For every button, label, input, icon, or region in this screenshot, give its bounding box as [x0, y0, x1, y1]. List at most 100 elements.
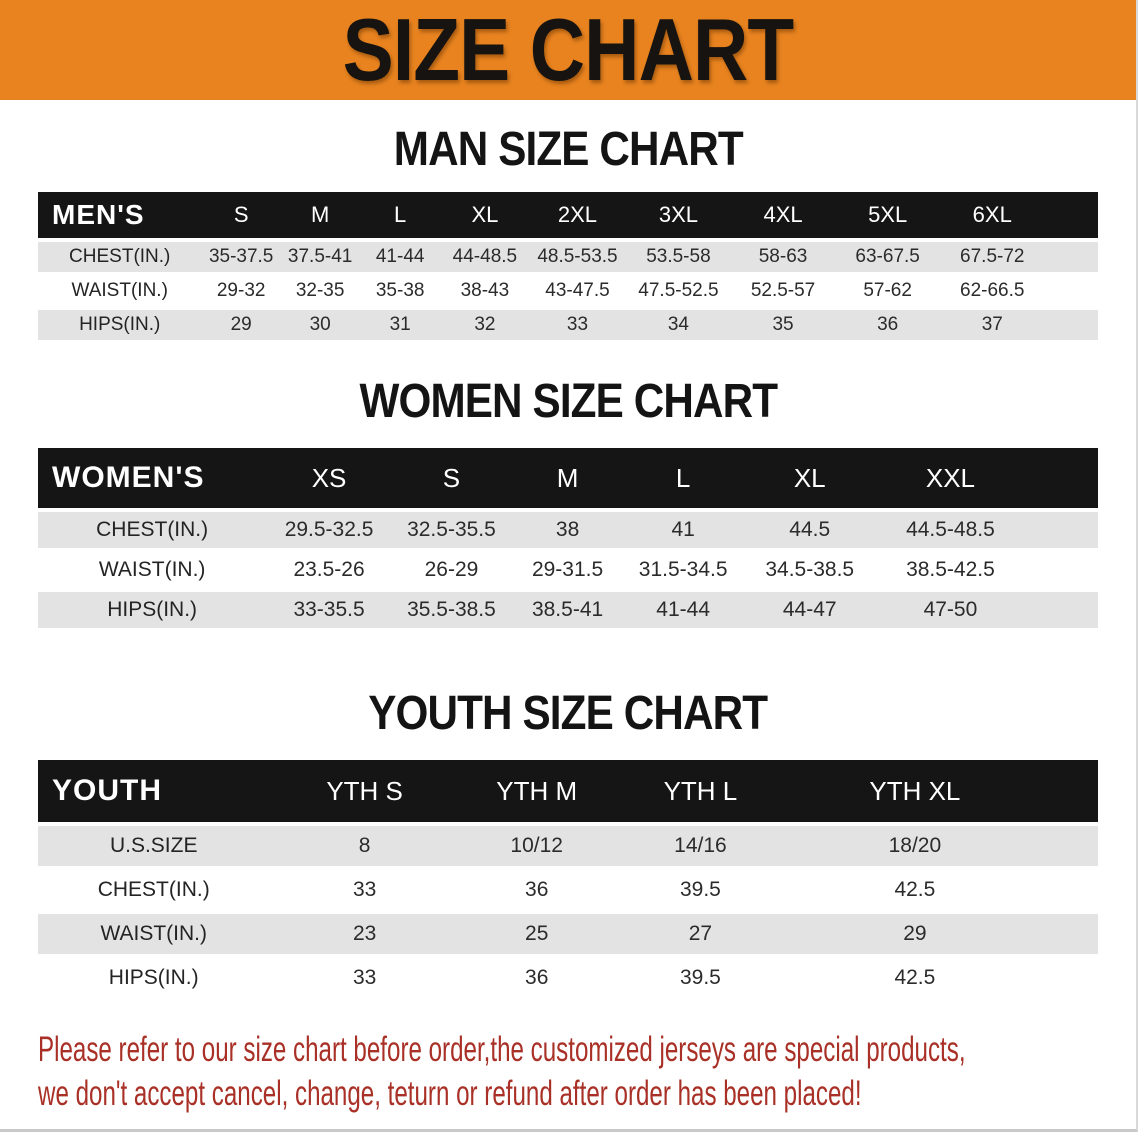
measurement-value: 58-63 — [730, 242, 836, 272]
row-label: CHEST(IN.) — [38, 512, 267, 548]
measurement-row: CHEST(IN.) 29.5-32.5 32.5-35.5 38 41 44.5 44.5… — [38, 512, 1098, 548]
measurement-value: 53.5-58 — [626, 242, 731, 272]
measurement-value: 36 — [835, 310, 940, 340]
measurement-value: 8 — [269, 826, 460, 866]
disclaimer-line-2: we don't accept cancel, change, teturn o… — [38, 1074, 862, 1113]
disclaimer-line-1: Please refer to our size chart before or… — [38, 1030, 966, 1069]
size-column-header: 5XL — [835, 192, 940, 238]
size-table-header: MEN'S S M L XL 2XL 3XL 4XL 5XL 6XL — [38, 192, 1098, 238]
measurement-value: 41 — [624, 512, 743, 548]
measurement-value: 57-62 — [835, 276, 940, 306]
measurement-value: 31.5-34.5 — [624, 552, 743, 588]
measurement-value: 33 — [269, 870, 460, 910]
measurement-value: 14/16 — [613, 826, 788, 866]
row-label: CHEST(IN.) — [38, 870, 270, 910]
size-column-header: 6XL — [939, 192, 1045, 238]
measurement-value: 35-38 — [359, 276, 441, 306]
measurement-value: 23 — [269, 914, 460, 954]
measurement-value: 33-35.5 — [266, 592, 392, 628]
size-table: MEN'S S M L XL 2XL 3XL 4XL 5XL 6XL CHEST(IN.) 35-… — [38, 188, 1098, 344]
measurement-value: 41-44 — [359, 242, 441, 272]
measurement-value: 39.5 — [613, 870, 788, 910]
size-column-header: XL — [440, 192, 529, 238]
measurement-value: 67.5-72 — [939, 242, 1045, 272]
measurement-value: 41-44 — [624, 592, 743, 628]
measurement-value: 37 — [939, 310, 1045, 340]
measurement-value: 44.5 — [742, 512, 878, 548]
measurement-value: 44.5-48.5 — [877, 512, 1024, 548]
section-title: YOUTH SIZE CHART — [0, 688, 1136, 740]
measurement-value: 32.5-35.5 — [391, 512, 512, 548]
measurement-row: U.S.SIZE 8 10/12 14/16 18/20 — [38, 826, 1098, 866]
measurement-value: 42.5 — [787, 958, 1043, 998]
row-spacer — [1044, 276, 1098, 306]
row-spacer — [1023, 552, 1098, 588]
measurement-value: 47.5-52.5 — [626, 276, 731, 306]
size-column-header: 4XL — [730, 192, 836, 238]
row-label: WAIST(IN.) — [38, 914, 270, 954]
size-table: WOMEN'S XS S M L XL XXL CHEST(IN.) 29.5-32.5 32… — [38, 444, 1098, 632]
size-column-header: 2XL — [528, 192, 627, 238]
disclaimer: Please refer to our size chart before or… — [38, 1028, 1136, 1116]
size-table-body: CHEST(IN.) 35-37.5 37.5-41 41-44 44-48.5 48.5… — [38, 242, 1098, 340]
measurement-value: 63-67.5 — [835, 242, 940, 272]
size-column-header: M — [280, 192, 360, 238]
row-spacer — [1042, 914, 1098, 954]
size-column-header: S — [391, 448, 512, 508]
measurement-row: HIPS(IN.) 33-35.5 35.5-38.5 38.5-41 41-44 44-… — [38, 592, 1098, 628]
header-spacer — [1042, 760, 1098, 822]
header-spacer — [1044, 192, 1098, 238]
row-label: CHEST(IN.) — [38, 242, 202, 272]
measurement-row: HIPS(IN.) 29 30 31 32 33 34 35 36 37 — [38, 310, 1098, 340]
measurement-value: 35 — [730, 310, 836, 340]
measurement-value: 38 — [511, 512, 625, 548]
size-column-header: 3XL — [626, 192, 731, 238]
section-title-text: WOMEN SIZE CHART — [359, 375, 778, 428]
measurement-value: 25 — [459, 914, 614, 954]
measurement-value: 62-66.5 — [939, 276, 1045, 306]
row-spacer — [1044, 310, 1098, 340]
measurement-value: 29-31.5 — [511, 552, 625, 588]
measurement-value: 31 — [359, 310, 441, 340]
header-spacer — [1023, 448, 1098, 508]
size-chart-section: WOMEN SIZE CHART WOMEN'S XS S M L XL XXL CHES… — [0, 376, 1136, 632]
section-title-text: YOUTH SIZE CHART — [368, 687, 769, 740]
measurement-value: 34 — [626, 310, 731, 340]
measurement-value: 29-32 — [201, 276, 281, 306]
size-table-header: WOMEN'S XS S M L XL XXL — [38, 448, 1098, 508]
measurement-row: CHEST(IN.) 33 36 39.5 42.5 — [38, 870, 1098, 910]
size-column-header: L — [624, 448, 743, 508]
measurement-value: 34.5-38.5 — [742, 552, 878, 588]
measurement-value: 33 — [269, 958, 460, 998]
measurement-value: 38.5-42.5 — [877, 552, 1024, 588]
section-title: MAN SIZE CHART — [0, 124, 1136, 176]
header-row: YOUTH YTH S YTH M YTH L YTH XL — [38, 760, 1098, 822]
measurement-value: 18/20 — [787, 826, 1043, 866]
row-spacer — [1042, 826, 1098, 866]
section-title-text: MAN SIZE CHART — [393, 123, 743, 176]
size-column-header: M — [511, 448, 625, 508]
size-column-header: YTH S — [269, 760, 460, 822]
measurement-value: 10/12 — [459, 826, 614, 866]
row-spacer — [1042, 870, 1098, 910]
measurement-value: 35-37.5 — [201, 242, 281, 272]
measurement-row: WAIST(IN.) 23.5-26 26-29 29-31.5 31.5-34.5 34… — [38, 552, 1098, 588]
row-label: WAIST(IN.) — [38, 276, 202, 306]
measurement-value: 38-43 — [440, 276, 529, 306]
measurement-value: 38.5-41 — [511, 592, 625, 628]
header-row: WOMEN'S XS S M L XL XXL — [38, 448, 1098, 508]
measurement-value: 30 — [280, 310, 360, 340]
measurement-value: 42.5 — [787, 870, 1043, 910]
size-column-header: S — [201, 192, 281, 238]
size-column-header: YTH XL — [787, 760, 1043, 822]
row-spacer — [1044, 242, 1098, 272]
measurement-value: 44-48.5 — [440, 242, 529, 272]
charts-container: MAN SIZE CHART MEN'S S M L XL 2XL 3XL 4XL 5XL 6X… — [0, 124, 1136, 1002]
size-table-body: CHEST(IN.) 29.5-32.5 32.5-35.5 38 41 44.5 44.5… — [38, 512, 1098, 628]
measurement-value: 47-50 — [877, 592, 1024, 628]
measurement-value: 36 — [459, 870, 614, 910]
size-column-header: XXL — [877, 448, 1024, 508]
row-spacer — [1023, 592, 1098, 628]
size-column-header: YTH L — [613, 760, 788, 822]
